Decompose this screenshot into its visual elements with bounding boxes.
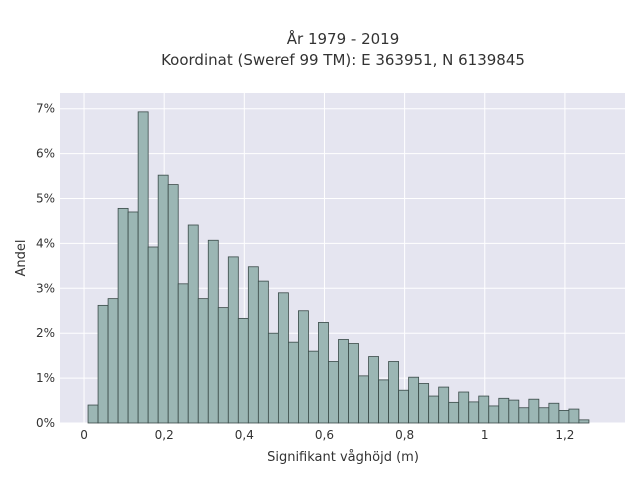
bars [87,111,590,424]
histogram-bar [438,386,450,424]
histogram-bar [358,375,369,424]
chart-title-line-1: År 1979 - 2019 [287,29,400,48]
histogram-bar [538,407,550,424]
histogram-bar [147,246,159,424]
histogram-bar [398,389,410,424]
histogram-bar [428,395,440,424]
histogram-bar [97,304,109,424]
histogram-bar [137,111,149,424]
histogram-bar [328,361,339,424]
y-tick-label: 1% [36,371,55,385]
histogram-bar [298,310,309,424]
histogram-bar [478,395,490,424]
y-axis-label: Andel [14,240,29,277]
y-tick-labels: 0% 1% 2% 3% 4% 5% 6% 7% [36,102,55,430]
histogram-bar [518,407,530,424]
histogram-bar [458,391,470,424]
histogram-bar [217,307,229,424]
histogram-bar [348,343,359,424]
histogram-bar [558,410,570,424]
histogram-bar [267,332,279,424]
y-tick-label: 5% [36,192,55,206]
histogram-bar [468,401,480,424]
histogram-bar [187,224,199,424]
histogram-bar [257,280,269,424]
histogram-bar [448,401,460,424]
histogram-bar [498,397,510,424]
histogram-bar [288,341,299,424]
x-axis-label: Signifikant våghöjd (m) [267,450,419,465]
histogram-bar [308,350,319,424]
histogram-bar [318,322,329,424]
x-tick-label: 1,2 [555,428,574,442]
histogram-bar [117,207,129,424]
histogram-bar [177,283,189,424]
chart-title-line-2: Koordinat (Sweref 99 TM): E 363951, N 61… [161,51,525,69]
histogram-bar [247,266,259,424]
histogram-bar [207,239,219,424]
y-tick-label: 7% [36,102,55,116]
y-tick-label: 4% [36,236,55,250]
x-tick-label: 0,6 [315,428,334,442]
histogram-bar [488,405,500,424]
x-tick-label: 0,2 [155,428,174,442]
histogram-bar [568,408,580,424]
histogram-bar [368,356,379,424]
histogram-bar [227,256,239,424]
histogram-bar [197,298,209,424]
x-tick-label: 0,4 [235,428,254,442]
histogram-bar [127,211,139,424]
histogram-bar [408,376,420,424]
histogram-bar [237,317,249,424]
histogram-bar [418,383,430,424]
histogram-bar [277,292,289,424]
histogram-bar [578,419,590,424]
x-tick-label: 0 [80,428,88,442]
x-tick-labels: 0 0,2 0,4 0,6 0,8 1 1,2 [80,428,574,442]
histogram-bar [548,402,560,424]
histogram-bar [338,339,349,424]
histogram-bar [388,361,399,424]
y-tick-label: 0% [36,416,55,430]
histogram-bar [167,184,179,424]
histogram-bar [528,398,540,424]
x-tick-label: 0,8 [395,428,414,442]
histogram-bar [87,404,99,424]
histogram-bar [508,399,520,424]
x-tick-label: 1 [481,428,489,442]
y-tick-label: 6% [36,147,55,161]
y-tick-label: 2% [36,326,55,340]
y-tick-label: 3% [36,281,55,295]
histogram-bar [378,379,389,424]
histogram-bar [157,174,169,424]
histogram-bar [107,298,119,424]
